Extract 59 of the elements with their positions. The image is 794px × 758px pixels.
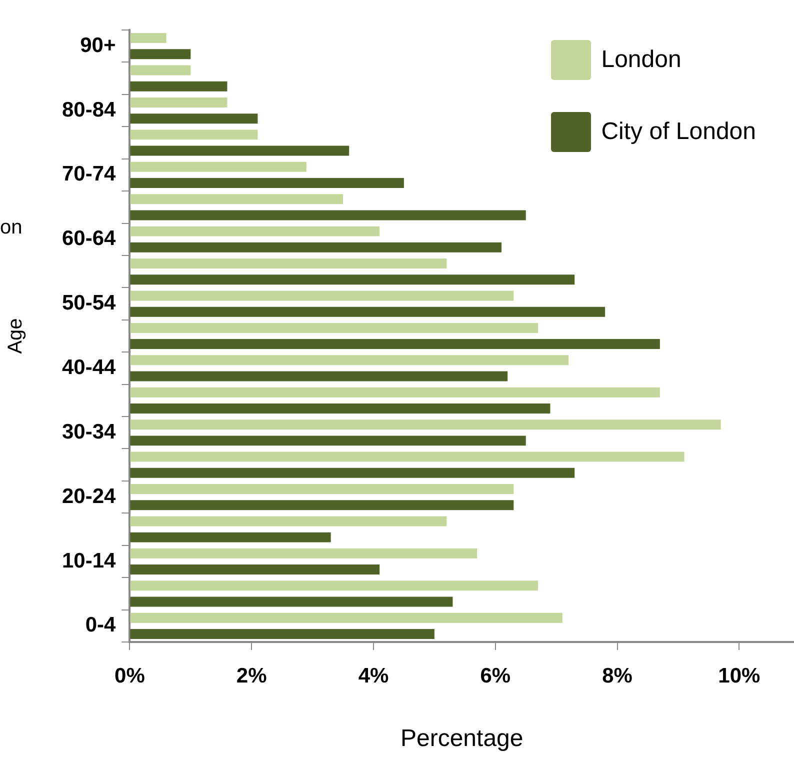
bar [130,33,166,44]
bar [130,146,350,156]
bar [130,130,258,140]
bar [130,322,538,333]
bar [130,468,575,478]
bar [130,403,550,414]
bar [130,97,228,108]
bar [130,210,526,220]
bar [130,194,344,204]
bar [130,355,569,366]
bar [130,226,380,236]
bar [130,612,562,623]
bar [130,274,575,285]
y-tick-label: 40-44 [62,356,116,380]
bar [130,162,306,172]
bar [130,371,508,382]
y-tick-label: 60-64 [62,227,116,250]
bar [130,564,380,575]
bar [130,436,526,446]
x-tick-label: 6% [480,664,511,688]
text: on [0,216,22,239]
bar [130,290,514,301]
bar [130,81,228,92]
bar [130,500,514,510]
bar [130,452,684,462]
bar [130,65,191,76]
x-tick-label: 4% [358,664,389,688]
y-tick-label: 90+ [80,34,116,57]
bar [130,580,538,591]
x-axis-title: Percentage [400,725,524,752]
y-tick-label: 10-14 [62,549,116,572]
bar [130,387,660,398]
bar [130,628,434,639]
y-tick-label: 20-24 [62,484,116,508]
x-tick-label: 8% [602,664,633,688]
bar [130,548,478,558]
y-tick-label: 80-84 [62,98,116,122]
x-tick-label: 0% [114,664,146,688]
y-tick-label: 50-54 [62,292,116,315]
y-tick-label: 70-74 [62,162,116,186]
bar [130,178,404,188]
bar [130,420,721,430]
legend-label: City of London [601,118,756,146]
y-tick-label: 30-34 [62,420,116,444]
x-tick-label: 2% [236,664,268,688]
bar [130,532,331,542]
bar [130,114,258,124]
legend-label: London [601,46,682,74]
y-axis-title: Age [4,318,27,354]
bar [130,242,502,252]
bar [130,339,660,350]
bar [130,516,447,526]
bar [130,258,447,269]
bar [130,306,606,317]
bar [130,49,191,60]
bar [130,596,453,607]
y-tick-label: 0-4 [85,614,116,637]
bar [130,484,514,494]
x-tick-label: 10% [718,664,760,688]
